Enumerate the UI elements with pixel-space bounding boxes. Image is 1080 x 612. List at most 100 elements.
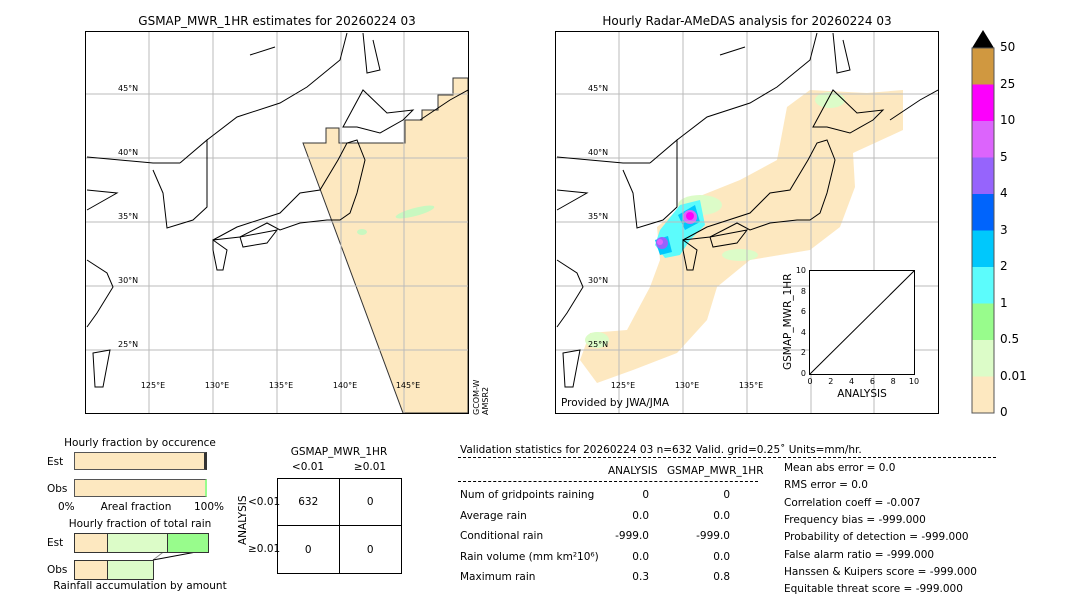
- colorbar-label: 1: [1000, 295, 1008, 310]
- stat-analysis: -999.0: [615, 530, 649, 542]
- stat-label: Average rain: [460, 509, 527, 522]
- credit-text: Provided by JWA/JMA: [561, 397, 670, 409]
- colorbar-bin: [972, 230, 994, 267]
- stat-analysis: 0.0: [632, 550, 649, 563]
- lon-label: 125°E: [610, 381, 636, 390]
- contingency-col-title: GSMAP_MWR_1HR: [290, 446, 388, 458]
- est-rain-bar: [74, 533, 209, 553]
- segment: [108, 561, 153, 579]
- lon-label: 125°E: [140, 381, 166, 390]
- stat-analysis: 0.3: [632, 571, 649, 583]
- x-tick-label: 2: [828, 377, 834, 386]
- x-tick-label: 4: [849, 377, 855, 386]
- col-header: ≥0.01: [353, 461, 387, 473]
- right-map-title: Hourly Radar-AMeDAS analysis for 2026022…: [602, 14, 892, 28]
- table-cell: 632: [278, 479, 340, 526]
- score-line: Equitable threat score = -999.000: [784, 583, 963, 596]
- right-map: [555, 31, 938, 413]
- x-tick-label: 6: [869, 377, 875, 386]
- scatter-diagonal: [809, 270, 915, 375]
- stat-gsmap: -999.0: [696, 530, 730, 542]
- areal-fraction-label: Areal fraction: [100, 501, 172, 513]
- divider: [458, 457, 996, 458]
- colorbar-label: 0.01: [1000, 368, 1027, 383]
- y-tick-label: 2: [800, 348, 806, 358]
- instrument-name: AMSR2: [481, 386, 490, 415]
- stat-label: Num of gridpoints raining: [460, 489, 595, 501]
- est-label: Est: [47, 456, 64, 468]
- colorbar-bin: [972, 376, 994, 413]
- stat-gsmap: 0.0: [713, 509, 730, 522]
- colorbar-label: 5: [1000, 149, 1008, 164]
- stat-label: Maximum rain: [460, 571, 536, 583]
- colorbar-label: 3: [1000, 222, 1008, 237]
- lat-label: 45°N: [118, 84, 139, 93]
- lat-label: 35°N: [588, 212, 609, 221]
- left-map-title: GSMAP_MWR_1HR estimates for 20260224 03: [138, 14, 416, 28]
- rain-area: [395, 205, 435, 219]
- tick-100pct: 100%: [194, 501, 225, 513]
- score-line: Correlation coeff = -0.007: [784, 496, 921, 509]
- y-tick-label: 8: [800, 286, 806, 296]
- right-map-frame: [555, 31, 939, 414]
- occurrence-title: Hourly fraction by occurence: [64, 437, 216, 449]
- stat-gsmap: 0.8: [713, 571, 730, 583]
- score-line: False alarm ratio = -999.000: [784, 548, 935, 561]
- score-line: Mean abs error = 0.0: [784, 462, 896, 474]
- table-cell: 0: [366, 543, 374, 556]
- rain-accum-label: Rainfall accumulation by amount: [53, 580, 227, 592]
- colorbar-bin: [972, 267, 994, 304]
- segment: [75, 561, 108, 579]
- colorbar-bin: [972, 340, 994, 377]
- score-line: RMS error = 0.0: [784, 479, 868, 492]
- rain-area: [657, 239, 663, 245]
- colorbar-bin: [972, 194, 994, 231]
- stat-label: Rain volume (mm km²10⁶): [460, 550, 599, 563]
- colorbar-label: 0.5: [1000, 332, 1020, 346]
- lat-label: 45°N: [588, 84, 609, 93]
- lon-label: 145°E: [395, 381, 421, 390]
- y-tick-label: 10: [795, 266, 806, 275]
- est-label-2: Est: [47, 537, 64, 549]
- stats-header: Validation statistics for 20260224 03 n=…: [460, 444, 862, 456]
- colorbar-label: 50: [1000, 40, 1016, 54]
- lon-label: 140°E: [332, 381, 358, 390]
- obs-label: Obs: [47, 483, 68, 495]
- sensor-name: GCOM-W: [472, 379, 481, 415]
- x-tick-label: 8: [890, 377, 896, 386]
- colorbar-extend-arrow: [972, 30, 994, 48]
- obs-rain-bar: [74, 560, 154, 580]
- colorbar-bin: [972, 48, 994, 85]
- colorbar-label: 4: [1000, 186, 1008, 200]
- lat-label: 35°N: [118, 212, 139, 221]
- y-tick-label: 6: [800, 307, 806, 317]
- stat-analysis: 0.0: [632, 509, 649, 522]
- lat-label: 30°N: [588, 276, 609, 285]
- rain-area: [722, 249, 758, 261]
- stats-col-gsmap: GSMAP_MWR_1HR: [667, 465, 764, 477]
- col-header: <0.01: [291, 461, 325, 473]
- y-tick-label: 4: [800, 327, 806, 337]
- row-header: ≥0.01: [248, 543, 281, 555]
- stat-gsmap: 0: [723, 489, 730, 501]
- stats-col-analysis: ANALYSIS: [608, 465, 658, 477]
- total-rain-title: Hourly fraction of total rain: [68, 518, 212, 530]
- scatter-xlabel: ANALYSIS: [837, 388, 887, 400]
- stat-label: Conditional rain: [460, 530, 544, 542]
- contingency-table: 632 0 0 0: [277, 478, 402, 574]
- sensor-label: GCOM-W AMSR2: [472, 380, 490, 415]
- lat-label: 25°N: [588, 340, 609, 349]
- y-tick-label: 0: [800, 369, 806, 378]
- left-map: [85, 31, 468, 413]
- row-header: <0.01: [248, 496, 281, 508]
- colorbar-label: 10: [1000, 113, 1016, 127]
- score-line: Hanssen & Kuipers score = -999.000: [784, 565, 977, 578]
- lon-label: 130°E: [674, 381, 700, 390]
- colorbar-bin: [972, 121, 994, 158]
- colorbar-bin: [972, 303, 994, 340]
- scatter-ylabel: GSMAP_MWR_1HR: [782, 273, 794, 370]
- lat-label: 30°N: [118, 276, 139, 285]
- colorbar-label: 25: [1000, 76, 1016, 91]
- lat-label: 25°N: [118, 340, 139, 349]
